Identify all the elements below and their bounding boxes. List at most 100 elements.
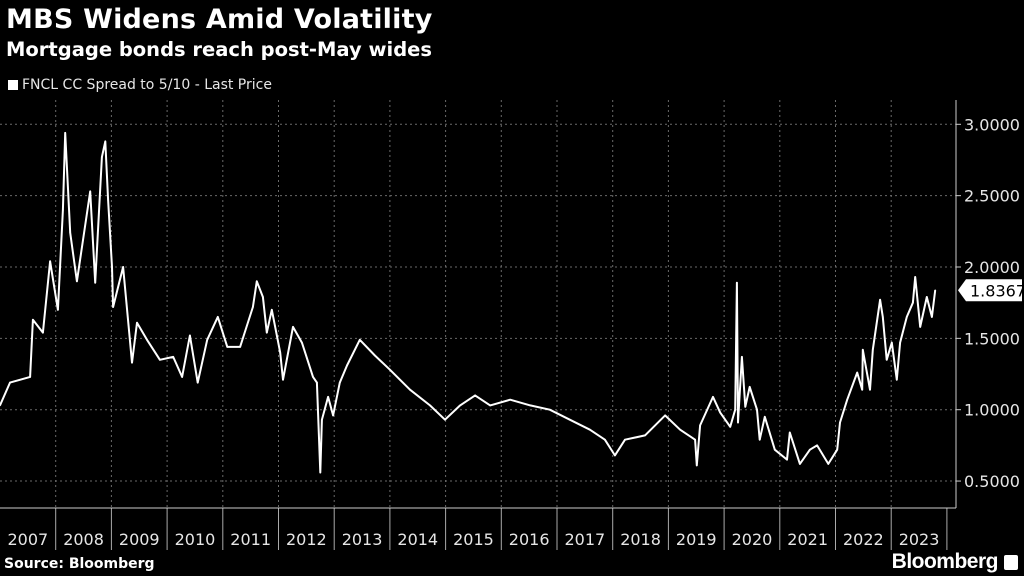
data-point bbox=[332, 414, 334, 417]
data-point bbox=[827, 463, 830, 465]
chart-subtitle: Mortgage bonds reach post-May wides bbox=[6, 38, 432, 61]
data-point bbox=[789, 431, 791, 434]
x-tick-label: 2022 bbox=[843, 530, 884, 549]
data-point bbox=[279, 351, 281, 354]
data-point bbox=[312, 376, 314, 378]
data-point bbox=[799, 463, 801, 465]
data-point bbox=[644, 434, 646, 437]
x-tick-label: 2014 bbox=[397, 530, 438, 549]
data-point bbox=[679, 428, 681, 431]
data-point bbox=[319, 471, 322, 474]
y-tick-label: 2.0000 bbox=[964, 258, 1020, 277]
data-point bbox=[879, 299, 881, 301]
data-point bbox=[589, 428, 591, 431]
data-point bbox=[919, 326, 921, 328]
data-point bbox=[773, 448, 776, 451]
data-point bbox=[734, 408, 737, 411]
data-point bbox=[882, 316, 884, 318]
data-point bbox=[374, 354, 376, 357]
data-point bbox=[104, 140, 107, 143]
data-point bbox=[694, 438, 696, 441]
data-point bbox=[914, 276, 916, 278]
data-point bbox=[42, 331, 44, 334]
data-point bbox=[252, 306, 254, 308]
data-point bbox=[786, 458, 788, 461]
data-point bbox=[346, 364, 348, 367]
chart-title: MBS Widens Amid Volatility bbox=[6, 4, 433, 35]
data-point bbox=[861, 388, 864, 391]
data-point bbox=[389, 368, 391, 371]
data-point bbox=[76, 280, 78, 283]
x-tick-label: 2023 bbox=[899, 530, 940, 549]
data-point bbox=[729, 426, 732, 428]
x-tick-label: 2009 bbox=[119, 530, 160, 549]
x-tick-label: 2015 bbox=[453, 530, 494, 549]
data-point bbox=[890, 341, 893, 344]
data-point bbox=[429, 404, 431, 407]
data-point bbox=[62, 209, 64, 211]
data-point bbox=[338, 381, 341, 384]
x-tick-label: 2017 bbox=[564, 530, 605, 549]
data-point bbox=[146, 338, 148, 341]
legend-label: FNCL CC Spread to 5/10 - Last Price bbox=[22, 77, 272, 93]
data-point bbox=[719, 411, 722, 414]
data-point bbox=[548, 408, 551, 411]
data-point bbox=[836, 448, 838, 451]
y-tick-label: 1.0000 bbox=[964, 401, 1020, 420]
data-point bbox=[624, 438, 626, 441]
data-point bbox=[816, 444, 818, 447]
x-tick-label: 2020 bbox=[732, 530, 773, 549]
data-point bbox=[172, 356, 175, 358]
data-point bbox=[181, 376, 183, 378]
data-point bbox=[301, 341, 303, 344]
y-tick-label: 3.0000 bbox=[964, 115, 1020, 134]
data-point bbox=[107, 199, 109, 201]
data-point bbox=[206, 338, 209, 341]
data-point bbox=[316, 381, 318, 384]
data-point bbox=[9, 381, 11, 384]
data-point bbox=[459, 404, 461, 407]
data-point bbox=[64, 132, 66, 134]
data-point bbox=[29, 376, 31, 378]
data-point bbox=[699, 424, 701, 427]
data-point bbox=[359, 338, 361, 341]
data-point bbox=[282, 378, 284, 381]
data-point bbox=[509, 398, 512, 401]
data-point bbox=[744, 406, 747, 408]
data-point bbox=[846, 398, 848, 401]
data-point bbox=[748, 386, 751, 388]
data-point bbox=[321, 418, 323, 421]
data-point bbox=[409, 388, 411, 391]
source-note: Source: Bloomberg bbox=[4, 556, 155, 572]
data-point bbox=[226, 346, 229, 348]
data-point bbox=[196, 381, 199, 384]
y-tick-label: 1.5000 bbox=[964, 329, 1020, 348]
brand-label: Bloomberg bbox=[891, 550, 999, 573]
x-tick-label: 2007 bbox=[7, 530, 48, 549]
series-line bbox=[0, 131, 937, 474]
data-point bbox=[614, 454, 616, 457]
data-point bbox=[529, 404, 532, 407]
data-point bbox=[569, 418, 571, 421]
legend: FNCL CC Spread to 5/10 - Last Price bbox=[8, 77, 272, 93]
data-point bbox=[861, 348, 864, 351]
data-point bbox=[885, 358, 888, 361]
data-point bbox=[136, 321, 138, 324]
data-point bbox=[872, 348, 874, 351]
data-point bbox=[94, 281, 97, 284]
data-point bbox=[131, 361, 133, 364]
data-point bbox=[899, 341, 901, 344]
data-point bbox=[712, 396, 714, 398]
last-value-badge bbox=[958, 279, 1022, 302]
data-point bbox=[758, 438, 761, 441]
data-point bbox=[763, 416, 766, 418]
data-point bbox=[49, 260, 51, 263]
data-point bbox=[122, 266, 124, 268]
bloomberg-logo: Bloomberg bbox=[892, 550, 1018, 574]
y-tick-label: 0.5000 bbox=[964, 472, 1020, 491]
data-point bbox=[934, 289, 937, 292]
data-point bbox=[474, 394, 476, 397]
data-point bbox=[839, 421, 841, 424]
data-point bbox=[266, 331, 268, 334]
